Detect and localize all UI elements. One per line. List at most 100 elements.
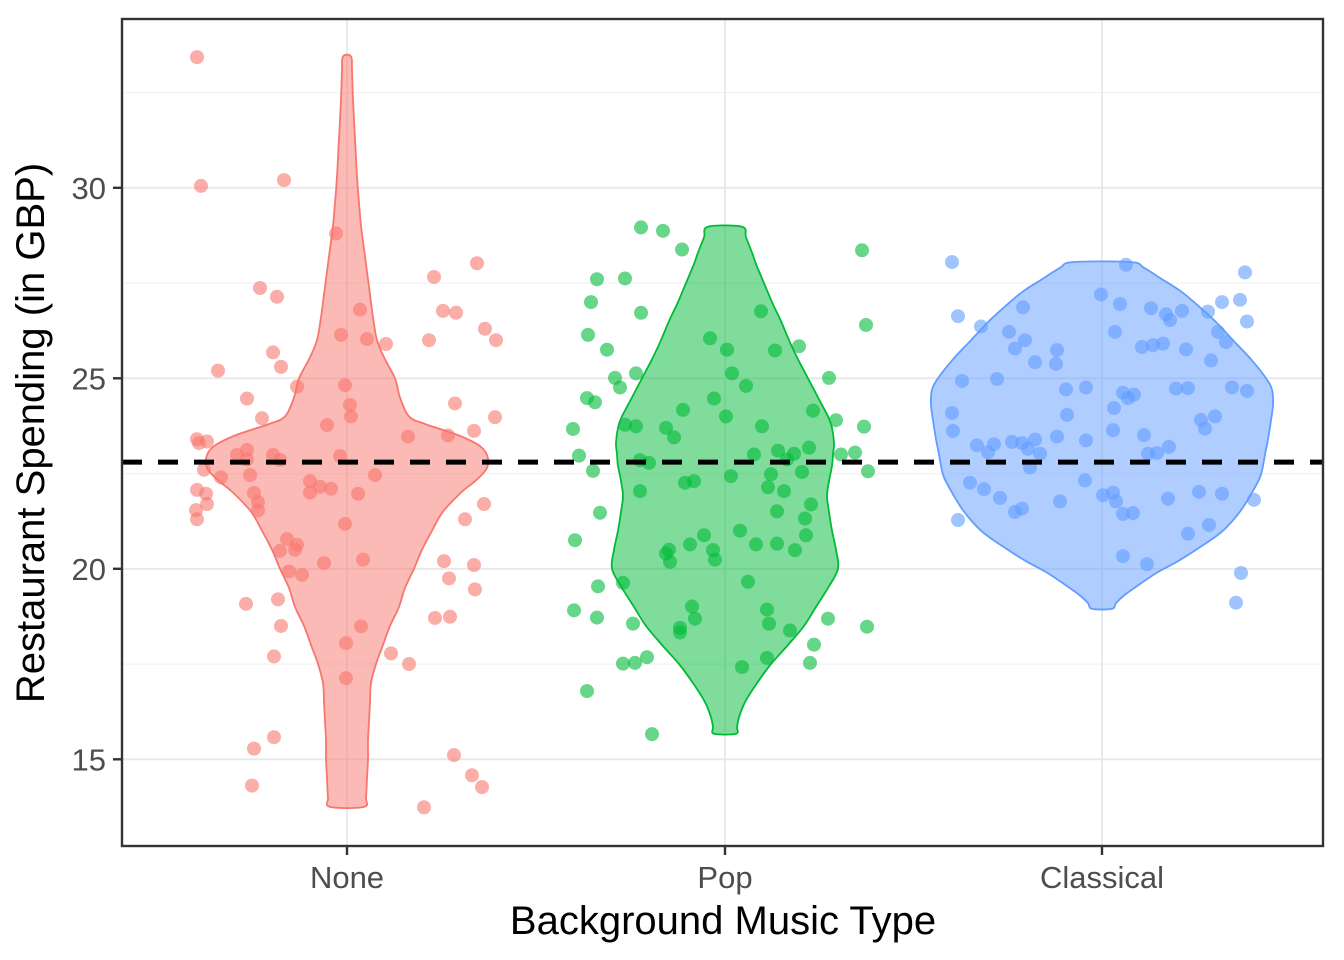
data-point-none [273, 543, 287, 558]
data-point-pop [590, 610, 604, 625]
data-point-classical [945, 255, 959, 270]
data-point-pop [857, 419, 871, 434]
data-point-pop [591, 579, 605, 594]
data-point-pop [799, 528, 813, 543]
data-point-classical [1033, 446, 1047, 461]
data-point-pop [848, 445, 862, 460]
data-point-classical [1078, 473, 1092, 488]
data-point-pop [741, 574, 755, 589]
data-point-classical [945, 405, 959, 420]
data-point-none [255, 411, 269, 426]
data-point-none [488, 410, 502, 425]
data-point-none [467, 423, 481, 438]
data-point-none [324, 481, 338, 496]
violin-pop [610, 224, 840, 736]
data-point-pop [760, 602, 774, 617]
data-point-pop [687, 474, 701, 489]
data-point-classical [1094, 287, 1108, 302]
data-point-classical [1016, 300, 1030, 315]
data-point-pop [859, 317, 873, 332]
y-tick-label: 30 [72, 171, 106, 206]
data-point-none [190, 432, 204, 447]
data-point-pop [703, 331, 717, 346]
data-point-none [214, 470, 228, 485]
data-point-classical [1215, 486, 1229, 501]
data-point-none [478, 321, 492, 336]
data-point-pop [673, 625, 687, 640]
data-point-classical [1107, 401, 1121, 416]
data-point-classical [1175, 303, 1189, 318]
data-point-pop [628, 655, 642, 670]
data-point-pop [656, 223, 670, 238]
data-point-classical [1150, 445, 1164, 460]
data-point-none [190, 512, 204, 527]
data-point-classical [1225, 380, 1239, 395]
data-point-none [475, 780, 489, 795]
data-point-classical [1106, 423, 1120, 438]
data-point-classical [1163, 313, 1177, 328]
data-point-pop [568, 533, 582, 548]
data-point-classical [1028, 432, 1042, 447]
data-point-pop [663, 554, 677, 569]
data-point-none [253, 281, 267, 296]
data-point-pop [777, 484, 791, 499]
data-point-classical [1015, 501, 1029, 516]
data-point-pop [788, 543, 802, 558]
data-point-none [344, 409, 358, 424]
data-point-classical [1116, 549, 1130, 564]
data-point-none [290, 537, 304, 552]
data-point-classical [946, 423, 960, 438]
x-tick-label: None [310, 860, 384, 895]
data-point-none [379, 337, 393, 352]
data-point-pop [613, 380, 627, 395]
data-point-pop [822, 370, 836, 385]
data-point-pop [629, 366, 643, 381]
data-point-classical [1113, 297, 1127, 312]
data-point-none [190, 50, 204, 65]
data-point-classical [963, 475, 977, 490]
data-point-classical [993, 490, 1007, 505]
data-point-classical [1018, 333, 1032, 348]
data-point-pop [618, 417, 632, 432]
data-point-none [449, 305, 463, 320]
data-point-pop [581, 327, 595, 342]
data-point-pop [566, 421, 580, 436]
data-point-pop [640, 650, 654, 665]
data-point-classical [1140, 557, 1154, 572]
data-point-none [282, 564, 296, 579]
data-point-pop [626, 616, 640, 631]
data-point-classical [1008, 341, 1022, 356]
data-point-pop [634, 220, 648, 235]
data-point-pop [634, 305, 648, 320]
data-point-none [277, 173, 291, 188]
data-point-none [477, 497, 491, 512]
data-point-none [197, 462, 211, 477]
data-point-pop [683, 537, 697, 552]
data-point-pop [764, 467, 778, 482]
data-point-classical [1028, 355, 1042, 370]
data-point-pop [749, 537, 763, 552]
data-point-classical [977, 482, 991, 497]
data-point-none [271, 592, 285, 607]
data-point-none [199, 486, 213, 501]
data-point-pop [645, 727, 659, 742]
data-point-classical [1050, 429, 1064, 444]
data-point-classical [1135, 340, 1149, 355]
data-point-pop [829, 413, 843, 428]
data-point-classical [1144, 301, 1158, 316]
data-point-none [384, 646, 398, 661]
data-point-none [458, 512, 472, 527]
data-point-pop [770, 504, 784, 519]
data-point-pop [586, 463, 600, 478]
data-point-none [401, 429, 415, 444]
data-point-none [267, 649, 281, 664]
y-axis-title: Restaurant Spending (in GBP) [9, 163, 53, 703]
data-point-none [437, 554, 451, 569]
data-point-classical [1002, 324, 1016, 339]
data-point-pop [590, 272, 604, 287]
data-point-classical [1156, 336, 1170, 351]
y-tick-label: 25 [72, 361, 106, 396]
data-point-pop [798, 511, 812, 526]
data-point-none [441, 428, 455, 443]
data-point-pop [804, 497, 818, 512]
